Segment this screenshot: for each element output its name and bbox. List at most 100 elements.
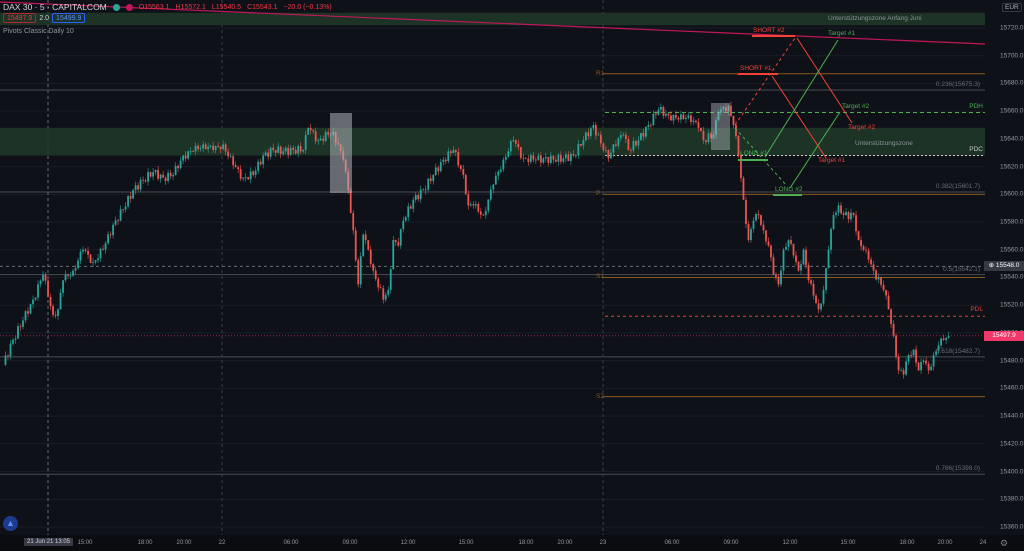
x-tick-label: 09:00 (342, 540, 358, 546)
candle-body (432, 174, 435, 182)
candle-body (32, 299, 34, 305)
candle-body (384, 294, 387, 300)
candle-body (4, 355, 7, 365)
candle-body (197, 145, 200, 150)
candle-body (712, 134, 715, 139)
candle-body (64, 274, 67, 281)
candle-body (364, 234, 367, 241)
candle-body (602, 143, 605, 150)
candle-body (229, 156, 232, 157)
x-tick-label: 15:00 (77, 540, 93, 546)
candle-body (297, 146, 300, 154)
candle-body (807, 265, 810, 281)
candle-body (349, 190, 352, 214)
candle-body (127, 195, 129, 207)
candle-body (942, 338, 945, 340)
tradingview-logo-icon[interactable]: ▲ (3, 516, 18, 531)
candle-body (892, 323, 895, 336)
candle-body (857, 231, 860, 241)
candle-body (479, 211, 482, 215)
candle-body (940, 338, 942, 346)
candle-body (109, 234, 112, 236)
candle-body (912, 349, 915, 356)
candle-body (745, 199, 747, 225)
symbol-title[interactable]: DAX 30 · 5 · CAPITALCOM (3, 2, 107, 12)
candle-body (84, 249, 87, 251)
candle-body (554, 159, 557, 162)
candle-body (830, 228, 832, 250)
candle-body (835, 212, 837, 216)
candle-body (782, 249, 785, 271)
candle-body (619, 135, 622, 139)
candle-body (272, 147, 275, 150)
candle-body (162, 174, 165, 178)
candle-body (584, 132, 587, 141)
candle-body (319, 138, 322, 141)
pivot-label: S1 (596, 273, 604, 281)
candle-body (122, 209, 124, 211)
candle-body (154, 169, 157, 173)
candle-body (870, 259, 872, 265)
time-axis (0, 535, 1024, 551)
candle-body (817, 303, 820, 310)
y-tick-label: 15620.0 (1000, 163, 1024, 171)
indicator-legend[interactable]: Pivots Classic Daily 10 (3, 28, 74, 35)
candle-body (732, 115, 735, 126)
candle-body (562, 158, 565, 162)
y-tick-label: 15380.0 (1000, 495, 1024, 503)
candle-body (367, 240, 370, 250)
candle-body (449, 151, 452, 154)
candle-body (459, 165, 462, 169)
candle-body (142, 179, 144, 181)
candle-body (867, 250, 870, 260)
candle-body (529, 155, 532, 162)
candle-body (935, 351, 937, 356)
candle-body (569, 153, 572, 162)
candle-body (424, 189, 427, 191)
candle-body (394, 240, 397, 243)
x-tick-label: 18:00 (518, 540, 534, 546)
candle-body (97, 258, 99, 261)
candle-body (717, 112, 720, 120)
candle-body (825, 268, 827, 290)
candle-body (524, 158, 527, 160)
candle-body (82, 249, 84, 252)
candle-body (559, 154, 562, 162)
candle-body (202, 144, 205, 149)
candle-body (897, 356, 900, 371)
x-tick-label: 20:00 (176, 540, 192, 546)
candle-body (572, 153, 575, 156)
candle-body (887, 295, 890, 310)
settings-gear-icon[interactable]: ⚙ (1000, 538, 1009, 548)
candle-body (652, 113, 655, 126)
candle-body (382, 288, 385, 300)
candle-body (237, 167, 240, 170)
candle-body (357, 260, 360, 285)
candle-body (577, 143, 580, 156)
market-status-icon (112, 3, 120, 11)
currency-label[interactable]: EUR (1002, 3, 1022, 12)
candle-body (690, 115, 692, 123)
candle-body (269, 147, 272, 157)
buy-button[interactable]: 15499.9 (52, 13, 86, 23)
candle-body (104, 243, 107, 250)
sell-button[interactable]: 15497.9 (3, 13, 37, 23)
candle-body (137, 185, 139, 190)
x-tick-label: 24 (979, 540, 987, 546)
candle-body (800, 264, 802, 271)
pivot-label: R1 (596, 69, 605, 77)
candle-body (192, 151, 195, 153)
x-tick-label: 20:00 (937, 540, 953, 546)
candle-body (860, 240, 862, 247)
long-1-target-arrow (764, 39, 839, 158)
candle-body (917, 362, 920, 371)
y-tick-label: 15700.0 (1000, 52, 1024, 60)
candle-body (890, 309, 892, 324)
candle-body (915, 349, 917, 363)
candle-body (632, 140, 635, 151)
x-tick-label: 23 (599, 540, 607, 546)
candle-body (862, 246, 865, 250)
candle-body (715, 119, 717, 135)
candle-body (147, 172, 149, 182)
